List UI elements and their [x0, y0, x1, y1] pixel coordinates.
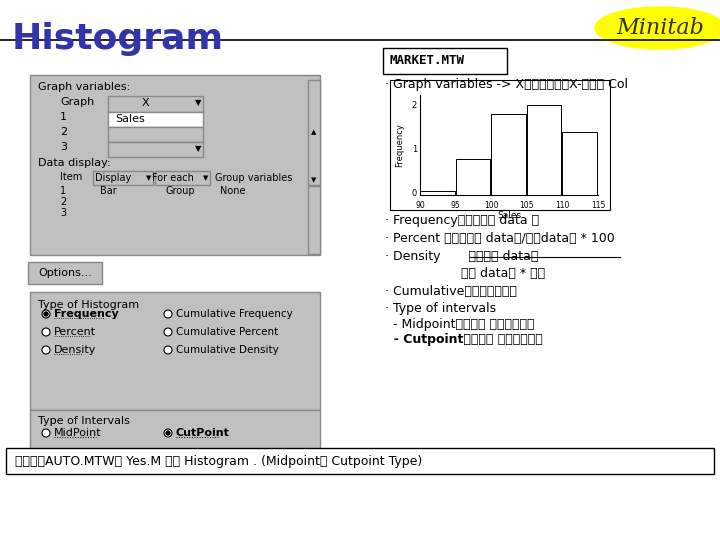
Text: · Frequency：区间内的 data 数: · Frequency：区间内的 data 数 [385, 214, 539, 227]
Text: - Midpoint：显示为 区间的中心値: - Midpoint：显示为 区间的中心値 [385, 318, 534, 331]
FancyBboxPatch shape [308, 80, 320, 185]
Bar [527, 105, 562, 195]
Text: Cumulative Density: Cumulative Density [176, 345, 279, 355]
Text: 1: 1 [412, 145, 417, 154]
Text: Display: Display [95, 173, 131, 183]
FancyBboxPatch shape [108, 96, 203, 112]
Text: None: None [220, 186, 246, 196]
Text: 105: 105 [520, 201, 534, 210]
FancyBboxPatch shape [108, 142, 203, 157]
Circle shape [164, 328, 172, 336]
FancyBboxPatch shape [30, 410, 320, 450]
Text: Minitab: Minitab [616, 17, 704, 39]
FancyBboxPatch shape [28, 262, 102, 284]
Text: MidPoint: MidPoint [54, 428, 102, 438]
Text: · Density       区间内的 data数: · Density 区间内的 data数 [385, 250, 539, 263]
Text: Data display:: Data display: [38, 158, 111, 168]
Text: ▼: ▼ [194, 98, 202, 107]
Text: Type of Intervals: Type of Intervals [38, 416, 130, 426]
FancyBboxPatch shape [30, 292, 320, 410]
Bar [456, 159, 490, 195]
Circle shape [164, 429, 172, 437]
Text: 3: 3 [60, 208, 66, 218]
Text: 95: 95 [451, 201, 461, 210]
Text: ▼: ▼ [194, 145, 202, 153]
Text: For each: For each [152, 173, 194, 183]
Text: Cumulative Frequency: Cumulative Frequency [176, 309, 293, 319]
Bar [420, 191, 454, 195]
Text: · Graph variables -> X：指定使用于X-变量的 Col: · Graph variables -> X：指定使用于X-变量的 Col [385, 78, 628, 91]
Text: Item: Item [60, 172, 82, 182]
FancyBboxPatch shape [108, 127, 203, 142]
Text: 0: 0 [412, 188, 417, 198]
Circle shape [42, 310, 50, 318]
FancyBboxPatch shape [93, 171, 153, 185]
Bar [491, 114, 526, 195]
Text: Group variables: Group variables [215, 173, 292, 183]
Text: 3: 3 [60, 142, 67, 152]
Text: 90: 90 [415, 201, 425, 210]
Bar [562, 132, 597, 195]
Text: ▼: ▼ [311, 177, 317, 183]
FancyBboxPatch shape [308, 186, 320, 254]
Circle shape [42, 429, 50, 437]
Circle shape [42, 328, 50, 336]
Text: Group: Group [165, 186, 194, 196]
Text: 115: 115 [591, 201, 606, 210]
Circle shape [164, 310, 172, 318]
Text: Density: Density [54, 345, 96, 355]
Text: Options...: Options... [38, 268, 92, 278]
Text: Percent: Percent [54, 327, 96, 337]
Text: · Percent ：区间内的 data数/全部data数 * 100: · Percent ：区间内的 data数/全部data数 * 100 [385, 232, 615, 245]
Text: 2: 2 [412, 100, 417, 110]
Text: ▲: ▲ [311, 129, 317, 135]
FancyBboxPatch shape [383, 48, 507, 74]
Text: Frequency: Frequency [54, 309, 119, 319]
Circle shape [44, 312, 48, 316]
Text: · Type of intervals: · Type of intervals [385, 302, 496, 315]
Text: X: X [141, 98, 149, 108]
Text: 110: 110 [555, 201, 570, 210]
FancyBboxPatch shape [155, 171, 210, 185]
Text: Sales: Sales [115, 114, 145, 124]
Text: Sales: Sales [497, 211, 521, 220]
Circle shape [166, 431, 170, 435]
Text: ▼: ▼ [203, 175, 209, 181]
FancyBboxPatch shape [390, 80, 610, 210]
Text: MARKET.MTW: MARKET.MTW [390, 55, 465, 68]
Circle shape [164, 346, 172, 354]
Text: Bar: Bar [100, 186, 117, 196]
FancyBboxPatch shape [30, 75, 320, 255]
FancyBboxPatch shape [6, 448, 714, 474]
Text: 2: 2 [60, 127, 67, 137]
Text: 练习）用AUTO.MTW的 Yes.M 作成 Histogram . (Midpoint与 Cutpoint Type): 练习）用AUTO.MTW的 Yes.M 作成 Histogram . (Midp… [15, 455, 422, 468]
FancyBboxPatch shape [108, 112, 203, 127]
Text: ▼: ▼ [146, 175, 152, 181]
Text: Graph: Graph [60, 97, 94, 107]
Circle shape [42, 346, 50, 354]
Text: · Cumulative：用累积来表示: · Cumulative：用累积来表示 [385, 285, 517, 298]
Text: Histogram: Histogram [12, 22, 224, 56]
Text: 100: 100 [484, 201, 498, 210]
Text: Graph variables:: Graph variables: [38, 82, 130, 92]
Text: 2: 2 [60, 197, 66, 207]
Text: Cumulative Percent: Cumulative Percent [176, 327, 278, 337]
Text: CutPoint: CutPoint [176, 428, 230, 438]
Text: 1: 1 [60, 112, 67, 122]
Ellipse shape [595, 7, 720, 49]
Text: 全部 data数 * 间隔: 全部 data数 * 间隔 [385, 267, 545, 280]
Text: Type of Histogram: Type of Histogram [38, 300, 139, 310]
Text: 1: 1 [60, 186, 66, 196]
Text: Frequency: Frequency [395, 123, 405, 167]
Text: - Cutpoint：显示为 区间的界界値: - Cutpoint：显示为 区间的界界値 [385, 333, 543, 346]
